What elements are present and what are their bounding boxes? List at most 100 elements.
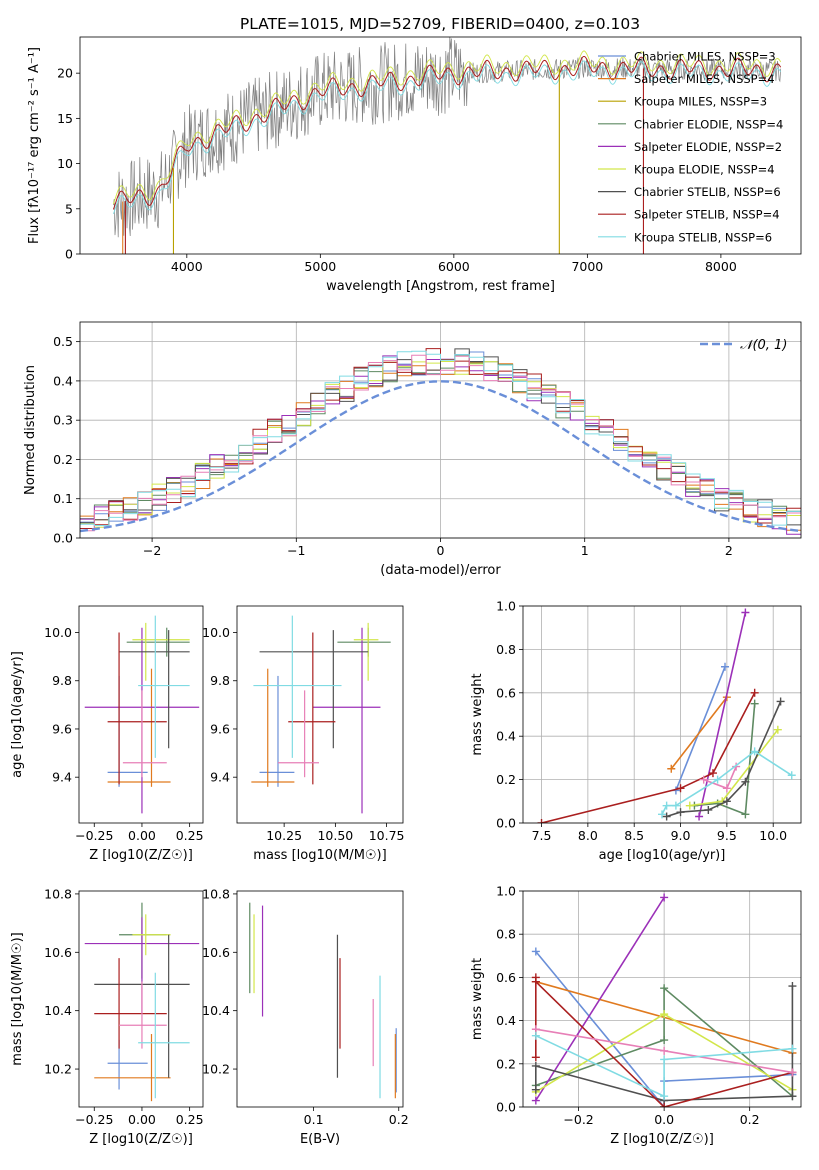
y-tick-label: 9.8 [210, 673, 230, 688]
y-tick-label: 10.0 [202, 625, 230, 640]
data-point-marker [788, 1068, 797, 1077]
x-axis-label: mass [log10(M/M☉)] [253, 848, 386, 863]
x-tick-label: 6000 [438, 259, 470, 274]
data-point-marker [531, 1031, 540, 1040]
x-tick-label: 0.2 [740, 1112, 760, 1127]
legend-label: Kroupa MILES, NSSP=3 [634, 95, 767, 109]
y-tick-label: 1.0 [496, 884, 516, 899]
data-point-marker [685, 801, 694, 810]
data-point-marker [658, 810, 666, 819]
x-axis-label: Z [log10(Z/Z☉)] [610, 1132, 714, 1147]
data-point-marker [750, 699, 759, 708]
x-tick-label: 0.00 [128, 1112, 156, 1127]
axes-frame [78, 605, 204, 824]
x-tick-label: −2 [143, 543, 161, 558]
y-axis-label: age [log10(age/yr)] [10, 651, 25, 778]
age_vs_mass-plot-area [251, 615, 391, 814]
mass-weight-series-line [535, 897, 665, 1101]
data-point-marker [531, 1061, 540, 1070]
x-tick-label: 10.25 [266, 828, 302, 843]
y-tick-label: 0.3 [53, 413, 73, 428]
mass-weight-series-line [541, 692, 756, 823]
histogram-series [80, 354, 801, 532]
data-point-marker [531, 1085, 540, 1094]
x-tick-label: 0.00 [128, 828, 156, 843]
data-point-marker [662, 801, 671, 810]
legend-label: Chabrier ELODIE, NSSP=4 [634, 117, 783, 131]
mass-weight-series-line [670, 696, 728, 770]
mass-weight-series-line [694, 703, 756, 816]
data-point-marker [722, 784, 731, 793]
x-tick-label: 9.0 [671, 828, 691, 843]
data-point-marker [722, 797, 731, 806]
y-tick-label: 0.2 [496, 772, 516, 787]
y-tick-label: 9.8 [52, 673, 72, 688]
residuals-plot-area [80, 348, 801, 535]
x-tick-label: 4000 [171, 259, 203, 274]
x-tick-label: 5000 [304, 259, 336, 274]
normal-distribution-curve [80, 380, 801, 533]
axes-frame [79, 321, 802, 539]
data-point-marker [704, 805, 713, 814]
axes-frame [522, 605, 802, 824]
y-tick-label: 0.4 [496, 1013, 516, 1028]
y-tick-label: 10.4 [202, 1003, 230, 1018]
x-tick-label: 0.25 [176, 1112, 204, 1127]
data-point-marker [660, 1092, 669, 1101]
histogram-series [80, 350, 801, 526]
spectrum-panel: 4000 5000 6000 7000 8000 0 5 10 15 20 wavelength [… [27, 36, 802, 294]
x-tick-label: 10.75 [369, 828, 405, 843]
age_vs_Z-plot-area [84, 615, 200, 814]
age_vs_mass-panel: 10.25 10.50 10.75 9.4 9.6 9.8 10.0 mass [log10(… [202, 605, 405, 863]
data-point-marker [788, 1092, 797, 1101]
y-tick-label: 10.4 [44, 1003, 72, 1018]
data-point-marker [660, 984, 669, 993]
y-tick-label: 10.2 [202, 1062, 230, 1077]
y-axis-label: mass weight [470, 958, 485, 1040]
data-point-marker [660, 1036, 669, 1045]
data-point-marker [660, 1103, 669, 1107]
y-tick-label: 0.4 [496, 729, 516, 744]
age_vs_Z-panel: −0.25 0.00 0.25 9.4 9.6 9.8 10.0 Z [log10(Z/Z☉)… [10, 605, 204, 863]
x-tick-label: 0.2 [389, 1112, 409, 1127]
spectrum-legend: Chabrier MILES, NSSP=3 Salpeter MILES, NS… [598, 50, 783, 244]
y-tick-label: 9.4 [210, 770, 230, 785]
axes-frame [522, 890, 802, 1108]
legend-label: Kroupa ELODIE, NSSP=4 [634, 163, 775, 177]
spectrum-plot-area [112, 37, 782, 254]
y-tick-label: 0.0 [496, 1100, 516, 1115]
x-tick-label: 7.5 [532, 828, 552, 843]
x-tick-label: 9.5 [717, 828, 737, 843]
data-point-marker [676, 784, 685, 793]
y-tick-label: 0.6 [496, 970, 516, 985]
y-tick-label: 20 [57, 66, 73, 81]
weight_vs_Z-plot-area [531, 893, 797, 1107]
data-point-marker [721, 662, 730, 671]
mass_vs_Z-plot-area [84, 902, 200, 1102]
data-point-marker [776, 697, 785, 706]
x-tick-label: 7000 [571, 259, 603, 274]
x-tick-label: 8.0 [578, 828, 598, 843]
data-point-marker [537, 819, 546, 823]
y-tick-label: 10.8 [202, 886, 230, 901]
data-point-marker [660, 1055, 669, 1064]
data-point-marker [531, 947, 540, 956]
y-tick-label: 10.8 [44, 886, 72, 901]
data-point-marker [531, 977, 540, 986]
data-point-marker [531, 1053, 540, 1062]
x-tick-label: 1 [581, 543, 589, 558]
weight_vs_age-panel: 7.5 8.0 8.5 9.0 9.5 10.0 0.0 0.2 0.4 0.6 0.8 1.0 age… [470, 599, 802, 863]
legend-label: Salpeter STELIB, NSSP=4 [634, 208, 780, 222]
data-point-marker [750, 688, 759, 697]
y-tick-label: 9.6 [52, 721, 72, 736]
data-point-marker [662, 812, 671, 821]
y-axis-label: Normed distribution [23, 365, 38, 495]
y-tick-label: 10.0 [44, 625, 72, 640]
x-tick-label: 10.50 [317, 828, 353, 843]
y-tick-label: 0.6 [496, 685, 516, 700]
y-tick-label: 0.5 [53, 334, 73, 349]
x-tick-label: −0.25 [75, 1112, 113, 1127]
x-tick-label: 0.25 [176, 828, 204, 843]
axes-frame [236, 890, 404, 1108]
